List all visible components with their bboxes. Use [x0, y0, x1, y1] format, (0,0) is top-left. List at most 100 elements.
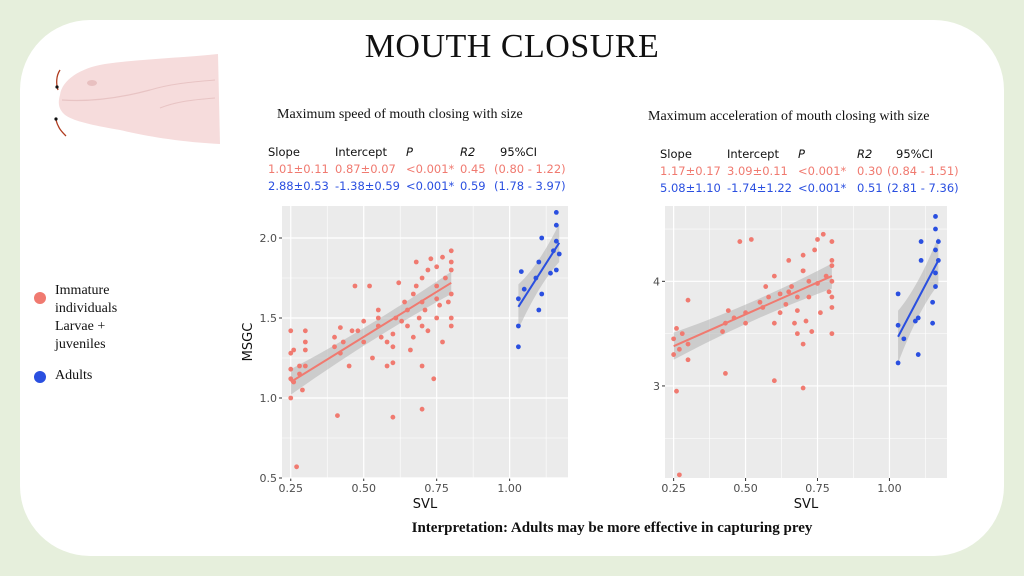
data-point-immature — [794, 308, 800, 314]
data-point-immature — [413, 283, 419, 289]
data-point-adults — [553, 238, 559, 244]
data-point-immature — [829, 294, 835, 300]
stats-ci: (0.80 - 1.22) — [494, 162, 566, 176]
data-point-immature — [405, 307, 410, 313]
data-point-immature — [384, 339, 390, 345]
data-point-adults — [933, 247, 938, 253]
y-tick-label: 1.5 — [260, 312, 278, 325]
data-point-immature — [410, 334, 416, 340]
data-point-immature — [829, 305, 835, 310]
data-point-immature — [763, 284, 769, 289]
stats-r2: 0.59 — [460, 179, 486, 193]
data-point-immature — [393, 315, 399, 321]
stats-header-row: Slope Intercept P R2 95%CI — [660, 147, 980, 164]
data-point-immature — [823, 273, 829, 279]
data-point-immature — [297, 371, 302, 377]
right-stats-table: Slope Intercept P R2 95%CI 1.17±0.17 3.0… — [660, 147, 980, 198]
data-point-immature — [375, 323, 381, 329]
data-point-immature — [448, 259, 454, 265]
data-point-immature — [789, 284, 795, 289]
data-point-immature — [800, 341, 806, 347]
y-tick-label: 3 — [653, 380, 660, 393]
data-point-immature — [674, 326, 679, 331]
data-point-immature — [743, 310, 748, 316]
data-point-adults — [918, 258, 924, 263]
msgc-scatter-chart: 0.25 0.50 0.75 1.00 0.5 1.0 1.5 2.0 SVL MSGC — [241, 206, 568, 512]
x-tick-label: 0.50 — [351, 482, 376, 495]
data-point-immature — [806, 294, 812, 300]
data-point-immature — [757, 299, 763, 305]
magc-scatter-chart: 0.25 0.50 0.75 1.00 3 4 SVL MAGC — [635, 206, 947, 512]
y-tick-label: 2.0 — [260, 232, 278, 245]
data-point-adults — [933, 214, 938, 219]
stats-intercept: -1.74±1.22 — [727, 181, 792, 195]
data-point-immature — [332, 344, 337, 350]
stats-row-immature: 1.17±0.17 3.09±0.11 <0.001* 0.30 (0.84 -… — [660, 164, 980, 181]
data-point-immature — [390, 360, 396, 366]
y-tick-label: 0.5 — [260, 472, 278, 485]
data-point-immature — [434, 283, 440, 289]
data-point-immature — [302, 328, 308, 334]
data-point-immature — [800, 268, 806, 274]
stats-header-p: P — [406, 145, 413, 159]
stats-r2: 0.45 — [460, 162, 486, 176]
data-point-immature — [370, 355, 375, 361]
data-point-immature — [422, 307, 428, 313]
data-point-adults — [556, 251, 562, 257]
legend-label-immature-2: individuals — [55, 301, 118, 316]
data-point-immature — [815, 281, 820, 286]
stats-r2: 0.51 — [857, 181, 883, 195]
data-point-adults — [533, 275, 539, 281]
data-point-adults — [933, 270, 938, 276]
stats-row-immature: 1.01±0.11 0.87±0.07 <0.001* 0.45 (0.80 -… — [268, 162, 588, 179]
fit-line-adults — [897, 259, 940, 338]
data-point-immature — [375, 307, 381, 313]
stats-r2: 0.30 — [857, 164, 883, 178]
fit-line-immature — [290, 281, 452, 383]
data-point-immature — [437, 302, 442, 308]
data-point-immature — [288, 376, 294, 382]
data-point-immature — [402, 299, 407, 305]
stats-slope: 1.01±0.11 — [268, 162, 329, 176]
stats-header-slope: Slope — [660, 147, 692, 161]
data-point-immature — [815, 237, 820, 242]
data-point-immature — [408, 347, 413, 353]
data-point-immature — [448, 267, 454, 273]
stats-ci: (2.81 - 7.36) — [887, 181, 959, 195]
data-point-adults — [901, 336, 907, 342]
stats-p: <0.001* — [406, 179, 455, 193]
x-tick-label: 1.00 — [877, 482, 902, 495]
data-point-adults — [553, 222, 559, 228]
data-point-immature — [297, 363, 302, 369]
data-point-immature — [720, 329, 725, 334]
data-point-immature — [300, 387, 305, 393]
data-point-immature — [428, 256, 434, 262]
stats-header-row: Slope Intercept P R2 95%CI — [268, 145, 588, 162]
interpretation-text: Interpretation: Adults may be more effec… — [411, 520, 813, 536]
data-point-immature — [671, 352, 677, 357]
data-point-adults — [918, 239, 924, 244]
data-point-adults — [536, 307, 542, 313]
data-point-immature — [748, 237, 754, 242]
data-point-immature — [390, 414, 396, 420]
stats-header-intercept: Intercept — [727, 147, 779, 161]
data-point-immature — [361, 318, 367, 324]
data-point-immature — [731, 315, 737, 321]
x-axis-label: SVL — [794, 497, 819, 512]
data-point-immature — [676, 346, 682, 352]
data-point-immature — [340, 339, 346, 345]
data-point-immature — [410, 291, 416, 297]
data-point-immature — [405, 323, 410, 329]
data-point-immature — [809, 329, 815, 334]
data-point-immature — [302, 363, 308, 369]
stats-row-adults: 5.08±1.10 -1.74±1.22 <0.001* 0.51 (2.81 … — [660, 181, 980, 198]
legend-label-adults: Adults — [55, 368, 93, 383]
x-tick-label: 0.25 — [661, 482, 686, 495]
y-tick-label: 4 — [653, 275, 660, 288]
data-point-immature — [794, 294, 800, 300]
data-point-immature — [384, 363, 390, 369]
data-point-immature — [725, 308, 731, 314]
stats-header-ci: 95%CI — [896, 147, 933, 161]
stats-intercept: 0.87±0.07 — [335, 162, 396, 176]
data-point-immature — [723, 370, 728, 376]
